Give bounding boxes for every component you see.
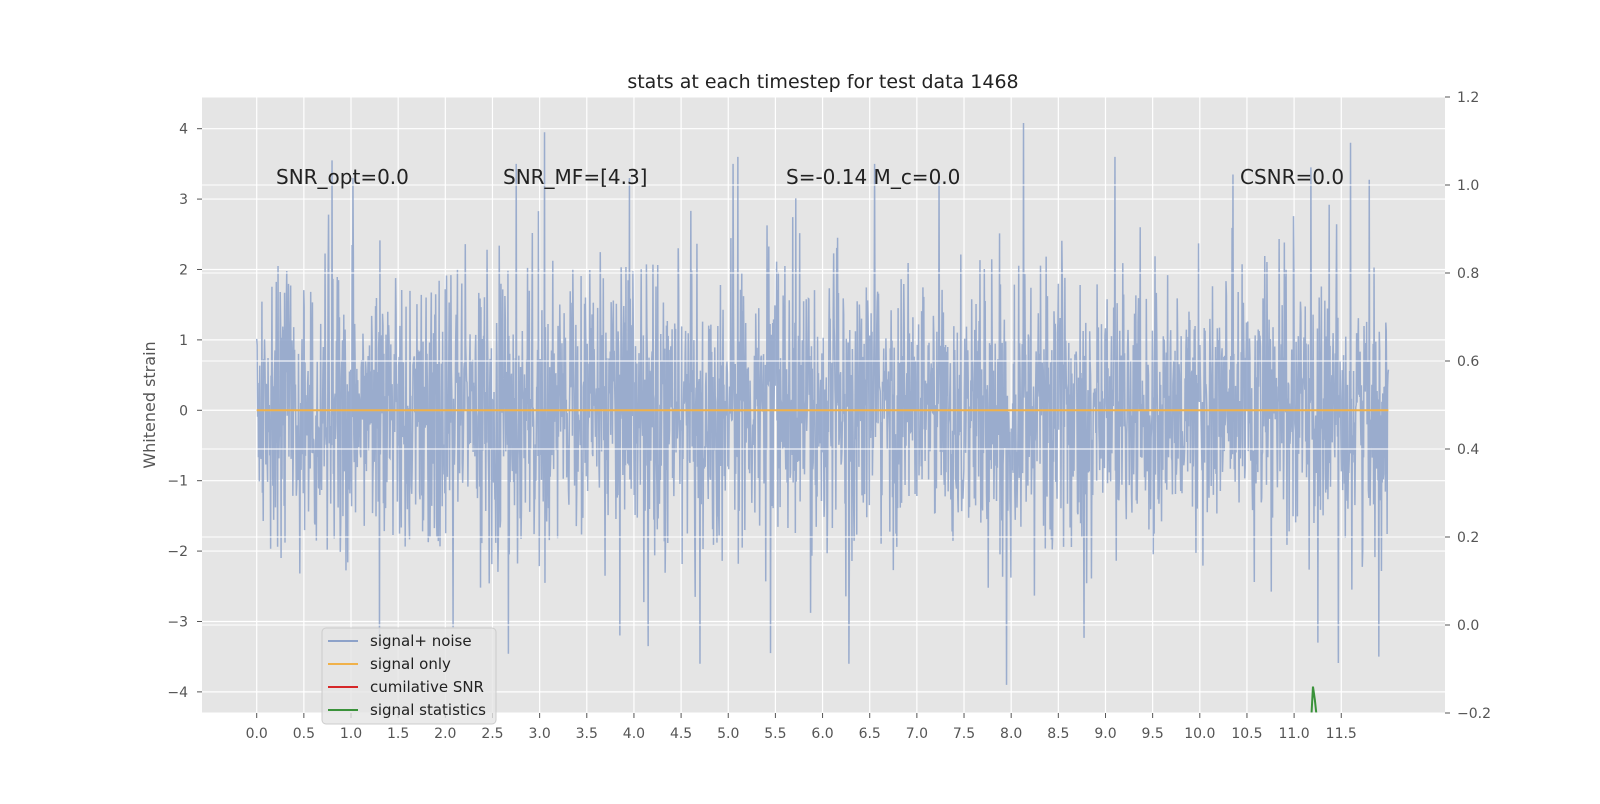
- right-y-tick-label: 0.2: [1457, 530, 1479, 546]
- legend-box: [321, 627, 497, 725]
- right-y-tick-label: 1.0: [1457, 178, 1479, 194]
- x-tick-label: 7.5: [953, 726, 975, 742]
- annotation-s-mc-text: S=-0.14 M_c=0.0: [786, 165, 960, 189]
- right-y-tick-label: 0.0: [1457, 618, 1479, 634]
- legend-label-cumilative-snr: cumilative SNR: [370, 678, 484, 696]
- x-tick-label: 7.0: [906, 726, 928, 742]
- y-tick-label: 3: [179, 192, 188, 208]
- x-tick-label: 1.0: [340, 726, 362, 742]
- y-tick-label: −2: [167, 544, 188, 560]
- y-axis-label: Whitened strain: [140, 341, 159, 468]
- x-tick-label: 9.5: [1142, 726, 1164, 742]
- bottom-mask: [0, 713, 1600, 800]
- annotation-snr-opt: SNR_opt=0.0: [276, 165, 409, 189]
- y-tick-label: −4: [167, 685, 188, 701]
- x-tick-label: 8.0: [1000, 726, 1022, 742]
- y-tick-label: 2: [179, 262, 188, 278]
- y-tick-label: 4: [179, 122, 188, 138]
- legend-label-signal-statistics: signal statistics: [370, 701, 486, 719]
- y-tick-label: 1: [179, 333, 188, 349]
- right-y-tick-label: 0.4: [1457, 442, 1479, 458]
- series-line-signal-noise: [255, 123, 1390, 685]
- right-y-tick-label: 0.6: [1457, 354, 1479, 370]
- x-tick-label: 5.5: [764, 726, 786, 742]
- x-tick-label: 10.5: [1231, 726, 1262, 742]
- annotation-snr-mf: SNR_MF=[4.3]: [503, 165, 647, 189]
- x-tick-label: 9.0: [1094, 726, 1116, 742]
- x-tick-label: 4.5: [670, 726, 692, 742]
- x-tick-label: 1.5: [387, 726, 409, 742]
- x-tick-label: 8.5: [1047, 726, 1069, 742]
- y-tick-label: −1: [167, 474, 188, 490]
- x-tick-label: 2.0: [434, 726, 456, 742]
- right-y-tick-label: −0.2: [1457, 706, 1491, 722]
- x-tick-label: 11.5: [1326, 726, 1357, 742]
- chart-title: stats at each timestep for test data 146…: [627, 71, 1018, 93]
- legend: signal+ noise signal only cumilative SNR…: [321, 627, 497, 725]
- x-tick-label: 0.0: [246, 726, 268, 742]
- x-tick-label: 2.5: [481, 726, 503, 742]
- annotation-csnr-text: CSNR=0.0: [1240, 165, 1344, 189]
- x-tick-label: 6.0: [811, 726, 833, 742]
- series-line-signal-statistics: [1310, 686, 1318, 722]
- y-tick-label: 0: [179, 403, 188, 419]
- legend-label-signal-plus-noise: signal+ noise: [370, 632, 472, 650]
- x-tick-label: 6.5: [859, 726, 881, 742]
- annotation-s-mc: S=-0.14 M_c=0.0: [786, 165, 960, 189]
- right-y-tick-label: 0.8: [1457, 266, 1479, 282]
- x-tick-label: 10.0: [1184, 726, 1215, 742]
- axis-layer: 0.0 0.5 1.0 1.5 2.0 2.5 3.0 3.5 4.0 4.5 5.0 5.5 6.0 6…: [0, 90, 1600, 800]
- x-tick-label: 0.5: [293, 726, 315, 742]
- right-y-tick-label: 1.2: [1457, 90, 1479, 106]
- annotation-snr-mf-text: SNR_MF=[4.3]: [503, 165, 647, 189]
- annotation-csnr: CSNR=0.0: [1240, 165, 1344, 189]
- y-tick-label: −3: [167, 614, 188, 630]
- annotation-snr-opt-text: SNR_opt=0.0: [276, 165, 409, 189]
- x-tick-label: 5.0: [717, 726, 739, 742]
- x-tick-label: 3.5: [576, 726, 598, 742]
- x-tick-label: 3.0: [528, 726, 550, 742]
- legend-label-signal-only: signal only: [370, 655, 451, 673]
- series-layer: [255, 123, 1390, 722]
- x-tick-label: 11.0: [1279, 726, 1310, 742]
- x-tick-label: 4.0: [623, 726, 645, 742]
